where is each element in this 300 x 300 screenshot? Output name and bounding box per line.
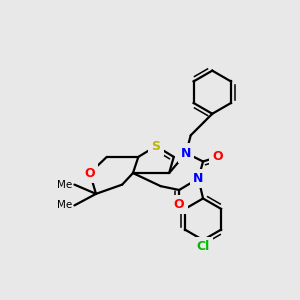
Text: S: S <box>152 140 160 153</box>
Text: Cl: Cl <box>196 240 210 253</box>
Text: O: O <box>212 150 223 164</box>
Text: Me: Me <box>57 200 72 210</box>
Text: N: N <box>181 146 191 160</box>
Text: N: N <box>193 172 204 185</box>
Text: O: O <box>85 167 95 180</box>
Text: Me: Me <box>57 180 72 190</box>
Text: O: O <box>174 198 184 211</box>
